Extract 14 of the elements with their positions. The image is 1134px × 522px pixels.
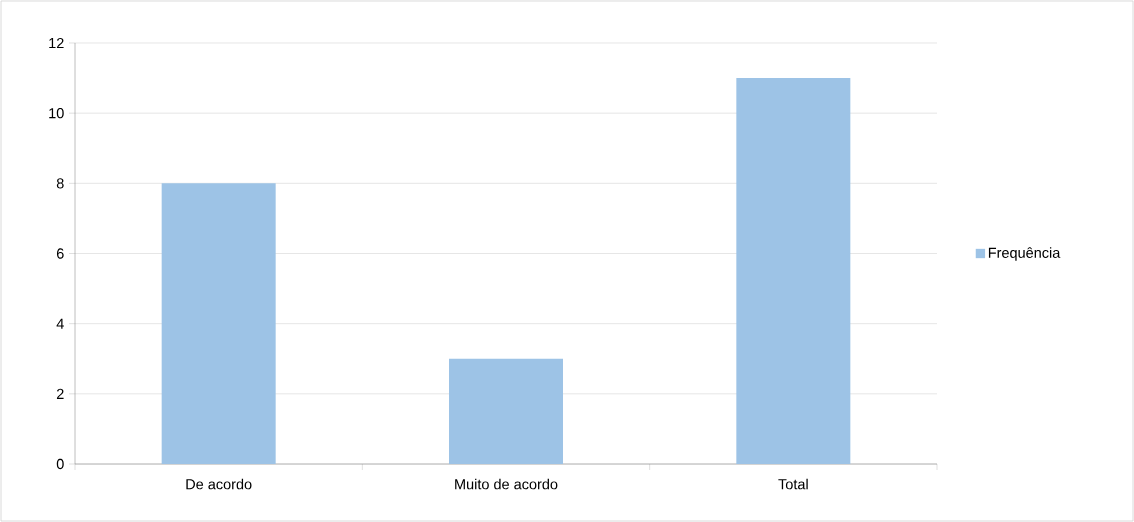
y-tick-label: 6 — [56, 248, 64, 259]
legend-label: Frequência — [988, 247, 1061, 261]
y-tick-label: 0 — [56, 458, 64, 470]
x-tick-label: Muito de acordo — [455, 478, 558, 490]
y-tick-label: 2 — [56, 388, 64, 399]
y-tick-label: 4 — [56, 318, 64, 329]
bar — [736, 78, 851, 464]
y-tick-label: 12 — [49, 37, 64, 49]
bar — [161, 183, 276, 464]
bar — [449, 358, 564, 464]
x-tick-label: Total — [778, 478, 808, 490]
y-tick-label: 8 — [56, 178, 64, 189]
y-tick-label: 10 — [49, 108, 64, 119]
x-tick-label: De acordo — [186, 478, 252, 490]
